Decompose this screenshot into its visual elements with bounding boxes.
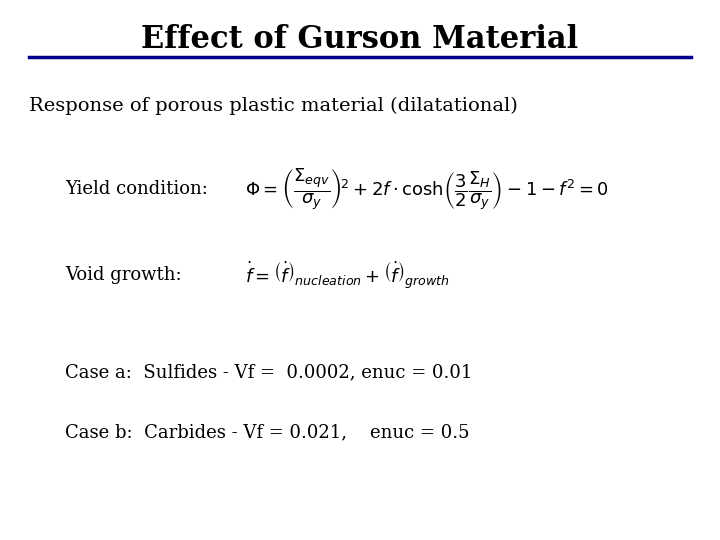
Text: Void growth:: Void growth: <box>65 266 181 285</box>
Text: Yield condition:: Yield condition: <box>65 180 207 198</box>
Text: $\dot{f} = \left(\dot{f}\right)_{nucleation} + \left(\dot{f}\right)_{growth}$: $\dot{f} = \left(\dot{f}\right)_{nucleat… <box>245 260 450 291</box>
Text: $\Phi = \left(\dfrac{\Sigma_{eqv}}{\sigma_y}\right)^{\!2} + 2f \cdot \cosh\!\lef: $\Phi = \left(\dfrac{\Sigma_{eqv}}{\sigm… <box>245 166 609 212</box>
Text: Effect of Gurson Material: Effect of Gurson Material <box>141 24 579 55</box>
Text: Case a:  Sulfides - Vf =  0.0002, enuc = 0.01: Case a: Sulfides - Vf = 0.0002, enuc = 0… <box>65 363 472 382</box>
Text: Case b:  Carbides - Vf = 0.021,    enuc = 0.5: Case b: Carbides - Vf = 0.021, enuc = 0.… <box>65 423 469 441</box>
Text: Response of porous plastic material (dilatational): Response of porous plastic material (dil… <box>29 97 518 116</box>
